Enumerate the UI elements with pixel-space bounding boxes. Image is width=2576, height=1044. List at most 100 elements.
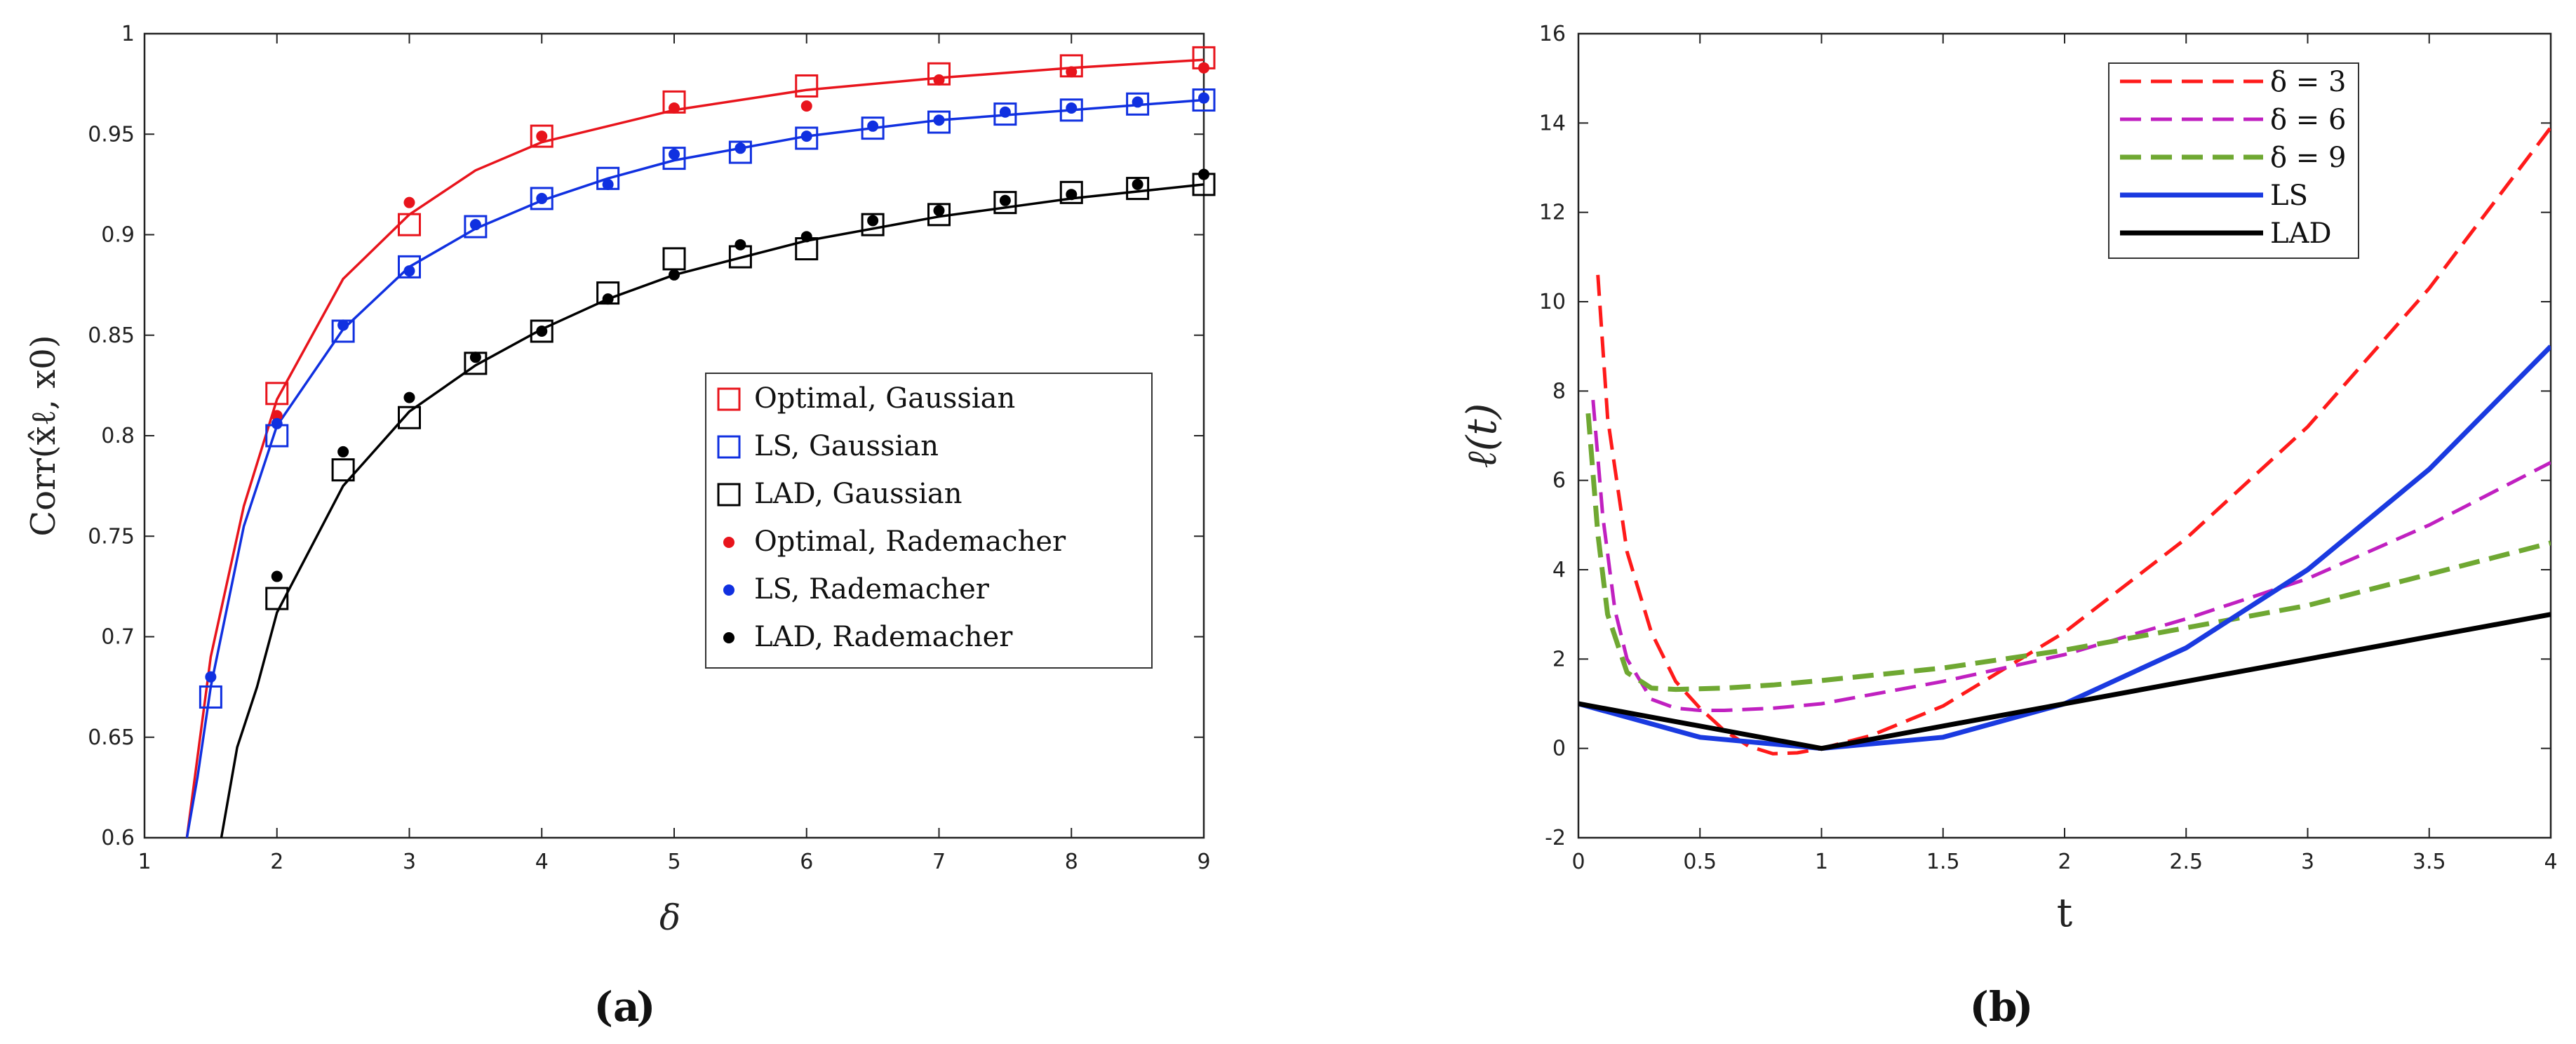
chart-a-legend-box xyxy=(705,373,1153,669)
chart-a-square-s1-13 xyxy=(1059,98,1083,122)
chart-a-point-s4-7 xyxy=(669,148,680,160)
legend-label-lad: LAD xyxy=(2270,218,2332,250)
chart-a-point-s5-13 xyxy=(1132,178,1143,190)
chart-a-square-s2-0 xyxy=(265,587,289,610)
chart-a-point-s3-4 xyxy=(800,100,812,112)
chart-a-y-tick-label: 0.7 xyxy=(101,625,135,650)
chart-a-square-s1-11 xyxy=(927,110,951,134)
chart-a-point-s5-0 xyxy=(271,570,283,582)
chart-a-point-s4-12 xyxy=(999,106,1011,118)
chart-b-line-0 xyxy=(1596,126,2551,756)
legend-label-lad-rademacher: LAD, Rademacher xyxy=(754,621,1013,653)
chart-b-x-tick-label: 4 xyxy=(2544,850,2557,874)
legend-label-ls-rademacher: LS, Rademacher xyxy=(754,573,990,605)
chart-a-y-ticks: 0.6 0.65 0.7 0.75 0.8 0.85 0.9 0.95 1 xyxy=(88,22,1204,850)
chart-b-line-4 xyxy=(1578,612,2551,751)
chart-a-point-s5-5 xyxy=(602,293,614,305)
chart-b-panel-close-paren: ) xyxy=(2014,983,2033,1031)
chart-a-x-tick-label: 4 xyxy=(535,850,549,874)
chart-a-point-s3-7 xyxy=(1198,62,1209,74)
chart-a-point-s5-6 xyxy=(669,269,680,281)
legend-marker-lad-gaussian xyxy=(717,483,741,507)
chart-a-point-s5-10 xyxy=(933,205,945,217)
chart-b-legend-box xyxy=(2108,62,2359,259)
chart-b-x-tick-label: 3.5 xyxy=(2413,850,2446,874)
chart-a-square-s1-8 xyxy=(728,140,752,164)
chart-b-x-tick-label: 2 xyxy=(2058,850,2071,874)
chart-a-point-s4-13 xyxy=(1066,102,1078,114)
chart-a-point-s5-8 xyxy=(800,231,812,243)
chart-a-square-s2-2 xyxy=(398,406,421,429)
chart-a-square-s1-15 xyxy=(1192,88,1216,112)
chart-a-panel-label: a xyxy=(613,983,640,1031)
chart-a-square-s2-1 xyxy=(331,458,355,482)
chart-a-x-axis-label: δ xyxy=(659,897,680,938)
chart-a-y-tick-label: 0.75 xyxy=(88,524,135,549)
chart-a-square-s1-7 xyxy=(662,147,686,170)
chart-a-point-s4-8 xyxy=(734,142,746,154)
chart-a-square-s0-4 xyxy=(795,74,819,98)
legend-label-delta-6: δ = 6 xyxy=(2270,104,2346,136)
chart-b-x-tick-label: 1 xyxy=(1815,850,1828,874)
chart-b-legend: δ = 3 δ = 6 δ = 9 LS LAD xyxy=(2108,62,2359,259)
chart-a-point-s3-6 xyxy=(1066,66,1078,78)
chart-a-panel-open-paren: ( xyxy=(594,983,613,1031)
chart-a-y-tick-label: 0.6 xyxy=(101,826,135,850)
chart-a-y-tick-label: 0.8 xyxy=(101,424,135,448)
chart-b-panel-open-paren: ( xyxy=(1970,983,1989,1031)
chart-b-y-tick-label: 8 xyxy=(1552,379,1566,403)
chart-b-x-axis-label: t xyxy=(2057,890,2073,936)
chart-a-point-s4-10 xyxy=(867,120,879,132)
chart-b-x-tick-label: 1.5 xyxy=(1926,850,1960,874)
chart-a-point-s4-6 xyxy=(602,178,614,190)
chart-b-lines xyxy=(1578,126,2551,756)
chart-a-square-s2-11 xyxy=(993,191,1017,215)
chart-b-y-tick-label: 16 xyxy=(1539,22,1566,46)
legend-marker-optimal-gaussian xyxy=(717,387,741,411)
chart-b-line-2 xyxy=(1585,413,2551,692)
chart-a-square-s1-5 xyxy=(530,187,554,210)
chart-a-y-tick-label: 1 xyxy=(121,22,135,46)
chart-a-square-s0-1 xyxy=(398,213,421,236)
chart-a-point-s5-3 xyxy=(469,352,481,363)
chart-a-point-s3-5 xyxy=(933,74,945,86)
chart-a-x-tick-label: 6 xyxy=(800,850,813,874)
legend-label-ls-gaussian: LS, Gaussian xyxy=(754,430,939,462)
chart-a-x-tick-label: 5 xyxy=(667,850,680,874)
chart-a: 1 2 3 4 5 6 7 8 9 0.6 0.65 0.7 0.75 0.8 0.85 0.9 0.951 … xyxy=(24,22,1216,1031)
chart-a-x-tick-label: 1 xyxy=(137,850,151,874)
chart-a-point-s5-9 xyxy=(867,215,879,227)
chart-b-x-tick-label: 0.5 xyxy=(1683,850,1717,874)
chart-a-square-s1-4 xyxy=(464,215,488,239)
legend-marker-ls-gaussian xyxy=(717,435,741,459)
chart-a-panel-close-paren: ) xyxy=(636,983,655,1031)
chart-b-y-tick-label: -2 xyxy=(1545,826,1566,850)
chart-a-point-s4-9 xyxy=(800,130,812,142)
chart-a-point-s3-1 xyxy=(403,196,415,208)
chart-a-x-ticks: 1 2 3 4 5 6 7 8 9 xyxy=(137,34,1211,874)
chart-a-point-s4-11 xyxy=(933,114,945,126)
chart-a-curve-2 xyxy=(220,183,1205,838)
legend-label-delta-3: δ = 3 xyxy=(2270,66,2346,98)
chart-a-points xyxy=(199,46,1216,709)
legend-label-optimal-gaussian: Optimal, Gaussian xyxy=(754,382,1015,415)
chart-a-point-s4-14 xyxy=(1132,96,1143,108)
chart-a-square-s2-4 xyxy=(530,319,554,343)
chart-a-square-s1-0 xyxy=(199,685,222,709)
chart-a-point-s4-4 xyxy=(469,219,481,231)
chart-b-x-tick-label: 3 xyxy=(2301,850,2314,874)
chart-a-point-s3-2 xyxy=(536,130,548,142)
chart-a-y-tick-label: 0.65 xyxy=(88,725,135,750)
chart-a-y-tick-label: 0.9 xyxy=(101,223,135,248)
chart-b-x-tick-label: 2.5 xyxy=(2169,850,2203,874)
chart-b-y-tick-label: 14 xyxy=(1539,111,1566,135)
chart-a-x-tick-label: 8 xyxy=(1065,850,1078,874)
chart-a-point-s4-1 xyxy=(271,417,283,429)
legend-marker-ls-rademacher xyxy=(723,584,734,596)
chart-b-x-ticks: 0 0.5 1 1.5 2 2.5 3 3.5 4 xyxy=(1571,34,2558,874)
chart-b-y-tick-label: 10 xyxy=(1539,290,1566,314)
chart-a-x-tick-label: 9 xyxy=(1197,850,1210,874)
chart-a-square-s1-9 xyxy=(795,126,819,150)
chart-a-x-tick-label: 3 xyxy=(403,850,416,874)
